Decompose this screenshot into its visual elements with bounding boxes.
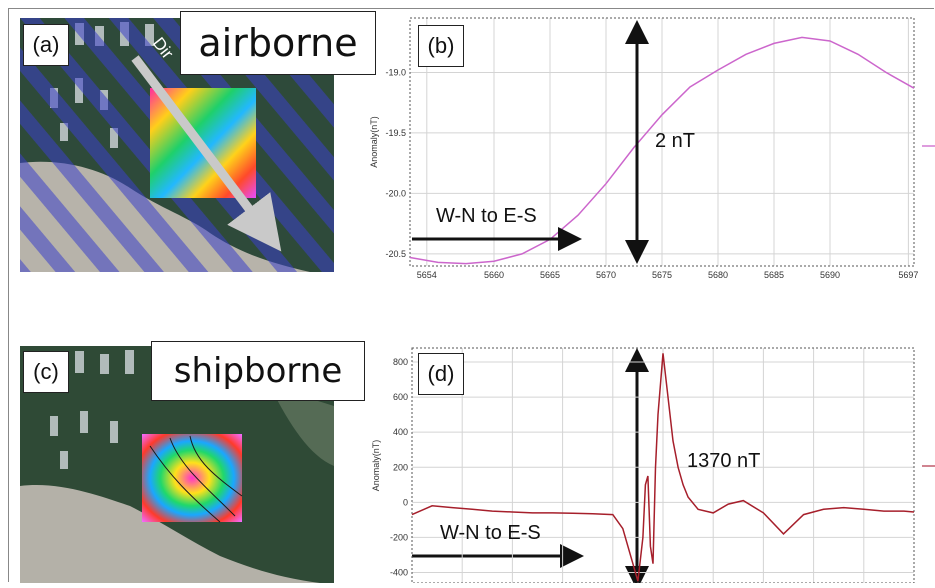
shipborne-anomaly-map — [142, 434, 242, 522]
chart-grid — [410, 18, 914, 266]
land-area — [20, 485, 320, 583]
chart-grid — [412, 348, 914, 583]
y-tick-label: 200 — [393, 462, 408, 472]
y-tick-label: -400 — [390, 567, 408, 577]
y-tick-label: -20.5 — [385, 249, 406, 259]
x-tick-label: 5685 — [764, 270, 784, 280]
shore-area — [270, 386, 334, 466]
airborne-title: airborne — [180, 11, 376, 75]
x-tick-label: 5654 — [417, 270, 437, 280]
plot-frame — [409, 17, 915, 267]
y-tick-labels: -20.5 -20.0 -19.5 -19.0 — [385, 67, 406, 258]
shipborne-profile-chart: -400 -200 0 200 400 600 800 Anomaly(nT) — [371, 347, 935, 584]
shipborne-title: shipborne — [151, 341, 365, 401]
y-tick-label: -20.0 — [385, 188, 406, 198]
panel-a-tag: (a) — [23, 24, 69, 66]
y-tick-label: 600 — [393, 392, 408, 402]
panel-c-tag: (c) — [23, 351, 69, 393]
y-tick-label: -19.5 — [385, 128, 406, 138]
y-tick-label: 800 — [393, 357, 408, 367]
anomaly-curve — [409, 36, 915, 265]
y-tick-label: 0 — [403, 497, 408, 507]
x-tick-label: 5697 — [898, 270, 918, 280]
y-axis-label: Anomaly(nT) — [371, 440, 381, 492]
airborne-profile-chart: -20.5 -20.0 -19.5 -19.0 5654 5660 5665 5670 567… — [369, 17, 935, 280]
y-axis-label: Anomaly(nT) — [369, 116, 379, 168]
shipborne-profile-panel: -400 -200 0 200 400 600 800 Anomaly(nT) — [352, 338, 935, 584]
shipborne-direction-label: W-N to E-S — [440, 522, 541, 544]
y-tick-labels: -400 -200 0 200 400 600 800 — [390, 357, 408, 577]
direction-arrow — [131, 55, 282, 252]
y-tick-label: 400 — [393, 427, 408, 437]
x-tick-label: 5660 — [484, 270, 504, 280]
x-tick-label: 5680 — [708, 270, 728, 280]
x-tick-label: 5665 — [540, 270, 560, 280]
airborne-profile-panel: -20.5 -20.0 -19.5 -19.0 5654 5660 5665 5670 567… — [352, 10, 935, 290]
panel-b-tag: (b) — [418, 25, 464, 67]
panel-d-tag: (d) — [418, 353, 464, 395]
shipborne-magnitude-label: 1370 nT — [687, 450, 761, 472]
x-tick-label: 5670 — [596, 270, 616, 280]
x-tick-label: 5690 — [820, 270, 840, 280]
x-tick-labels: 5654 5660 5665 5670 5675 5680 5685 5690 5697 — [417, 270, 919, 280]
y-tick-label: -200 — [390, 532, 408, 542]
ship-track-lines — [149, 435, 243, 523]
anomaly-curve — [411, 353, 915, 582]
airborne-magnitude-label: 2 nT — [655, 130, 696, 152]
y-tick-label: -19.0 — [385, 67, 406, 77]
airborne-direction-label: W-N to E-S — [436, 205, 537, 227]
x-tick-label: 5675 — [652, 270, 672, 280]
